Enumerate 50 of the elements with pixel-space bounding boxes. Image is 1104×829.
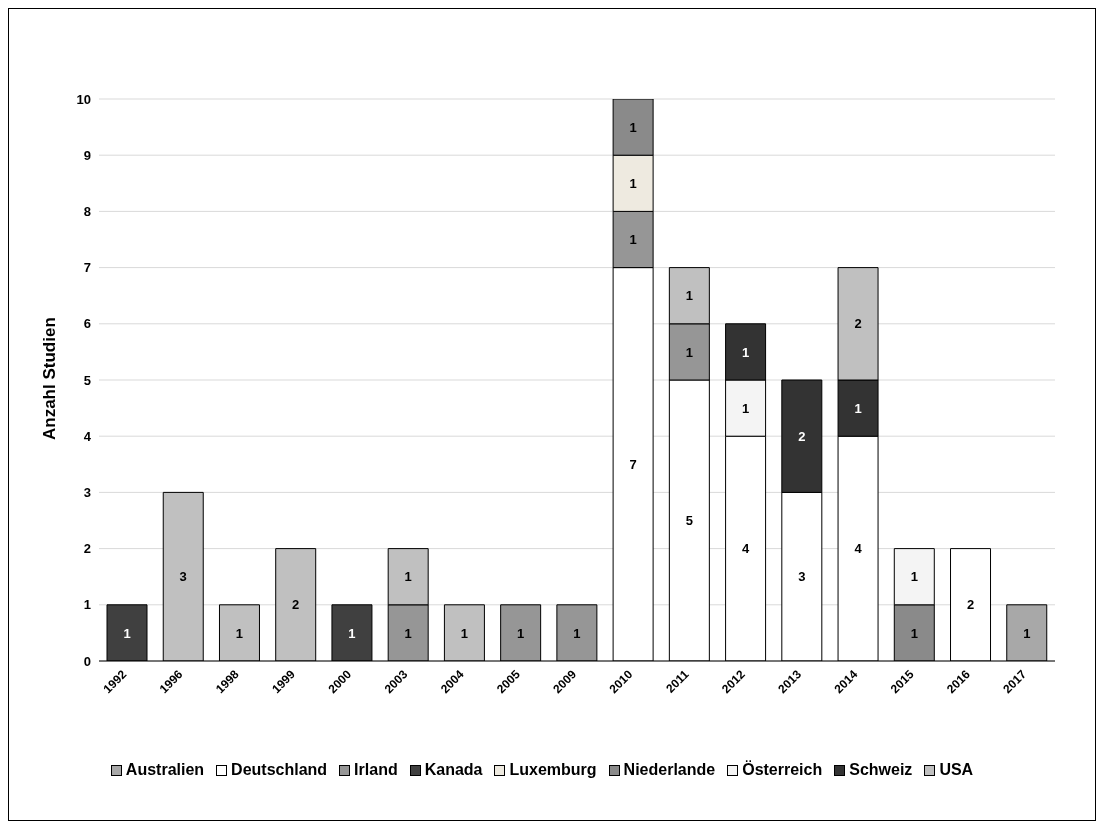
data-label: 1	[685, 288, 693, 304]
data-label: 1	[741, 400, 750, 416]
y-tick-label: 5	[83, 372, 91, 388]
data-label: 4	[854, 541, 863, 557]
data-label: 1	[910, 625, 918, 641]
y-tick-label: 0	[83, 653, 91, 669]
y-tick-label: 3	[83, 485, 91, 501]
data-label: 1	[404, 625, 412, 641]
data-label: 1	[629, 175, 637, 191]
legend-label: USA	[939, 761, 974, 779]
y-tick-label: 8	[83, 204, 91, 220]
legend-label: Luxemburg	[509, 761, 597, 779]
legend-label: Schweiz	[849, 761, 913, 779]
y-tick-label: 2	[83, 541, 91, 557]
legend-label: Irland	[354, 761, 398, 779]
data-label: 1	[235, 625, 244, 641]
data-label: 4	[741, 541, 750, 557]
legend-label: Österreich	[742, 761, 823, 779]
legend-label: Australien	[125, 761, 205, 779]
legend-label: Kanada	[424, 761, 483, 779]
legend-label: Deutschland	[231, 761, 328, 779]
data-label: 1	[460, 625, 469, 641]
y-tick-label: 6	[83, 316, 91, 332]
data-label: 2	[966, 597, 975, 613]
data-label: 2	[292, 597, 300, 613]
data-label: 2	[798, 428, 806, 444]
data-label: 1	[685, 344, 693, 360]
data-label: 1	[348, 625, 356, 641]
data-label: 5	[685, 513, 693, 529]
data-label: 1	[573, 625, 581, 641]
data-label: 1	[517, 625, 525, 641]
data-label: 3	[179, 569, 187, 585]
data-label: 3	[798, 569, 806, 585]
y-tick-label: 1	[83, 597, 91, 613]
data-label: 1	[404, 569, 412, 585]
y-axis-title: Anzahl Studien	[40, 317, 60, 440]
data-label: 1	[629, 232, 637, 248]
legend-label: Niederlande	[623, 761, 716, 779]
data-label: 1	[854, 400, 862, 416]
data-label: 2	[854, 316, 862, 332]
data-label: 1	[741, 344, 750, 360]
y-tick-label: 4	[83, 428, 92, 444]
data-label: 1	[629, 119, 637, 135]
data-label: 1	[123, 625, 131, 641]
y-tick-label: 7	[83, 260, 91, 276]
data-label: 1	[910, 569, 918, 585]
data-label: 1	[1023, 625, 1031, 641]
data-label: 7	[629, 456, 637, 472]
y-tick-label: 9	[83, 147, 91, 163]
y-tick-label: 10	[76, 91, 91, 107]
